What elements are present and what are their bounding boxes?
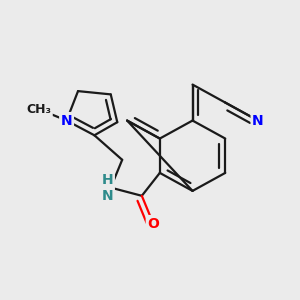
Text: N: N bbox=[61, 114, 72, 128]
Text: N: N bbox=[252, 114, 264, 128]
Text: H
N: H N bbox=[102, 172, 113, 203]
Text: CH₃: CH₃ bbox=[26, 103, 51, 116]
Text: O: O bbox=[147, 217, 159, 231]
